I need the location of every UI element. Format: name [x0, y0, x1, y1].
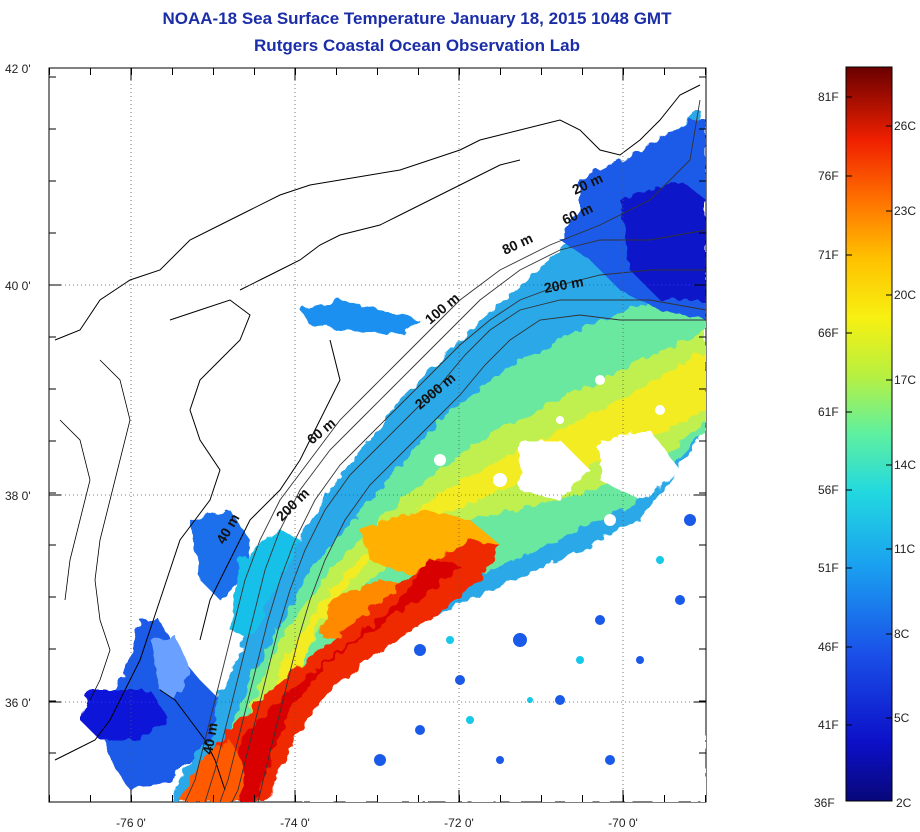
colorbar-c-label: 17C: [894, 373, 916, 387]
lat-label: 40 0': [5, 279, 31, 293]
colorbar-c-label: 8C: [894, 627, 910, 641]
colorbar-f-label: 51F: [818, 561, 839, 575]
sst-field: [54, 84, 706, 802]
colorbar-c-label: 20C: [894, 288, 916, 302]
axis-ticks: [49, 68, 706, 802]
lat-label: 42 0': [5, 62, 31, 76]
lat-label: 36 0': [5, 696, 31, 710]
latitude-labels: 42 0' 40 0' 38 0' 36 0': [5, 62, 31, 710]
lon-label: -74 0': [280, 816, 310, 830]
colorbar-f-label: 81F: [818, 90, 839, 104]
colorbar-f-label: 61F: [818, 405, 839, 419]
map-title: NOAA-18 Sea Surface Temperature January …: [162, 9, 672, 28]
graticule: [49, 68, 706, 802]
colorbar-f-label: 56F: [818, 483, 839, 497]
lon-label: -70 0': [608, 816, 638, 830]
map-subtitle: Rutgers Coastal Ocean Observation Lab: [254, 36, 580, 55]
colorbar-c-label: 26C: [894, 119, 916, 133]
colorbar-c-label: 11C: [894, 542, 915, 556]
colorbar-c-label: 23C: [894, 204, 916, 218]
colorbar-f-label: 41F: [818, 718, 839, 732]
colorbar-c-label: 2C: [896, 796, 912, 810]
colorbar-f-label: 66F: [818, 326, 839, 340]
lon-label: -76 0': [116, 816, 146, 830]
colorbar-c-label: 5C: [894, 711, 910, 725]
lat-label: 38 0': [5, 489, 31, 503]
colorbar: [845, 66, 893, 802]
colorbar-f-label: 71F: [818, 248, 839, 262]
colorbar-celsius-labels: 26C 23C 20C 17C 14C 11C 8C 5C 2C: [894, 119, 916, 810]
colorbar-ticks: [846, 96, 892, 802]
colorbar-f-label: 46F: [818, 640, 839, 654]
isobath-label: 40 m: [199, 721, 220, 755]
lon-label: -72 0': [444, 816, 474, 830]
isobath-label: 200 m: [543, 273, 585, 296]
colorbar-f-label: 36F: [814, 796, 835, 810]
colorbar-c-label: 14C: [894, 458, 916, 472]
colorbar-fahrenheit-labels: 81F 76F 71F 66F 61F 56F 51F 46F 41F 36F: [814, 90, 839, 810]
longitude-labels: -76 0' -74 0' -72 0' -70 0': [116, 816, 638, 830]
colorbar-f-label: 76F: [818, 169, 839, 183]
